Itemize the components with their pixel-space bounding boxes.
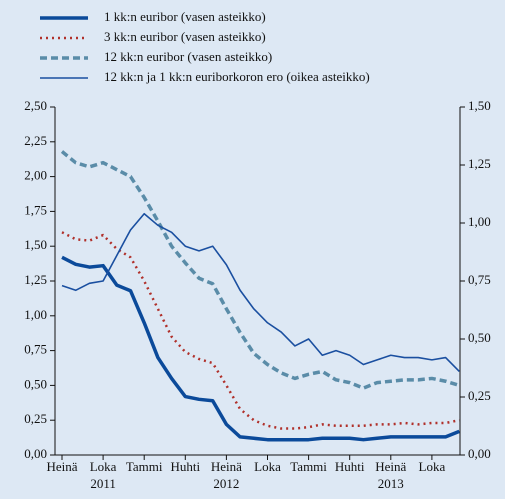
y-tick-label: 2,00 xyxy=(24,168,47,183)
x-tick-label: Tammi xyxy=(290,459,327,474)
series-line xyxy=(61,255,460,442)
y-tick-label: 1,75 xyxy=(24,202,47,217)
x-tick-label: Tammi xyxy=(126,459,163,474)
legend-label: 1 kk:n euribor (vasen asteikko) xyxy=(104,9,266,24)
y-tick-label: 1,25 xyxy=(24,272,47,287)
x-tick-label: Huhti xyxy=(170,459,200,474)
x-tick-label: Loka xyxy=(254,459,281,474)
y-tick-label: 0,00 xyxy=(24,446,47,461)
y2-tick-label: 1,50 xyxy=(468,98,491,113)
y2-tick-label: 1,25 xyxy=(468,156,491,171)
y2-tick-label: 0,50 xyxy=(468,330,491,345)
year-label: 2012 xyxy=(213,476,239,491)
y2-tick-label: 0,75 xyxy=(468,272,491,287)
x-tick-label: Heinä xyxy=(46,459,77,474)
x-tick-label: Huhti xyxy=(335,459,365,474)
x-tick-label: Heinä xyxy=(211,459,242,474)
x-tick-label: Loka xyxy=(419,459,446,474)
y2-tick-label: 1,00 xyxy=(468,214,491,229)
y2-tick-label: 0,25 xyxy=(468,388,491,403)
series-line xyxy=(61,212,460,373)
legend-label: 12 kk:n euribor (vasen asteikko) xyxy=(104,49,272,64)
y2-tick-label: 0,00 xyxy=(468,446,491,461)
y-tick-label: 0,50 xyxy=(24,376,47,391)
y-tick-label: 0,75 xyxy=(24,342,47,357)
y-tick-label: 0,25 xyxy=(24,411,47,426)
year-label: 2011 xyxy=(90,476,116,491)
y-tick-label: 2,50 xyxy=(24,98,47,113)
y-tick-label: 1,00 xyxy=(24,307,47,322)
x-tick-label: Heinä xyxy=(375,459,406,474)
x-tick-label: Loka xyxy=(90,459,117,474)
y-tick-label: 1,50 xyxy=(24,237,47,252)
y-tick-label: 2,25 xyxy=(24,133,47,148)
year-label: 2013 xyxy=(378,476,404,491)
legend-label: 12 kk:n ja 1 kk:n euriborkoron ero (oike… xyxy=(104,69,370,84)
legend-label: 3 kk:n euribor (vasen asteikko) xyxy=(104,29,266,44)
